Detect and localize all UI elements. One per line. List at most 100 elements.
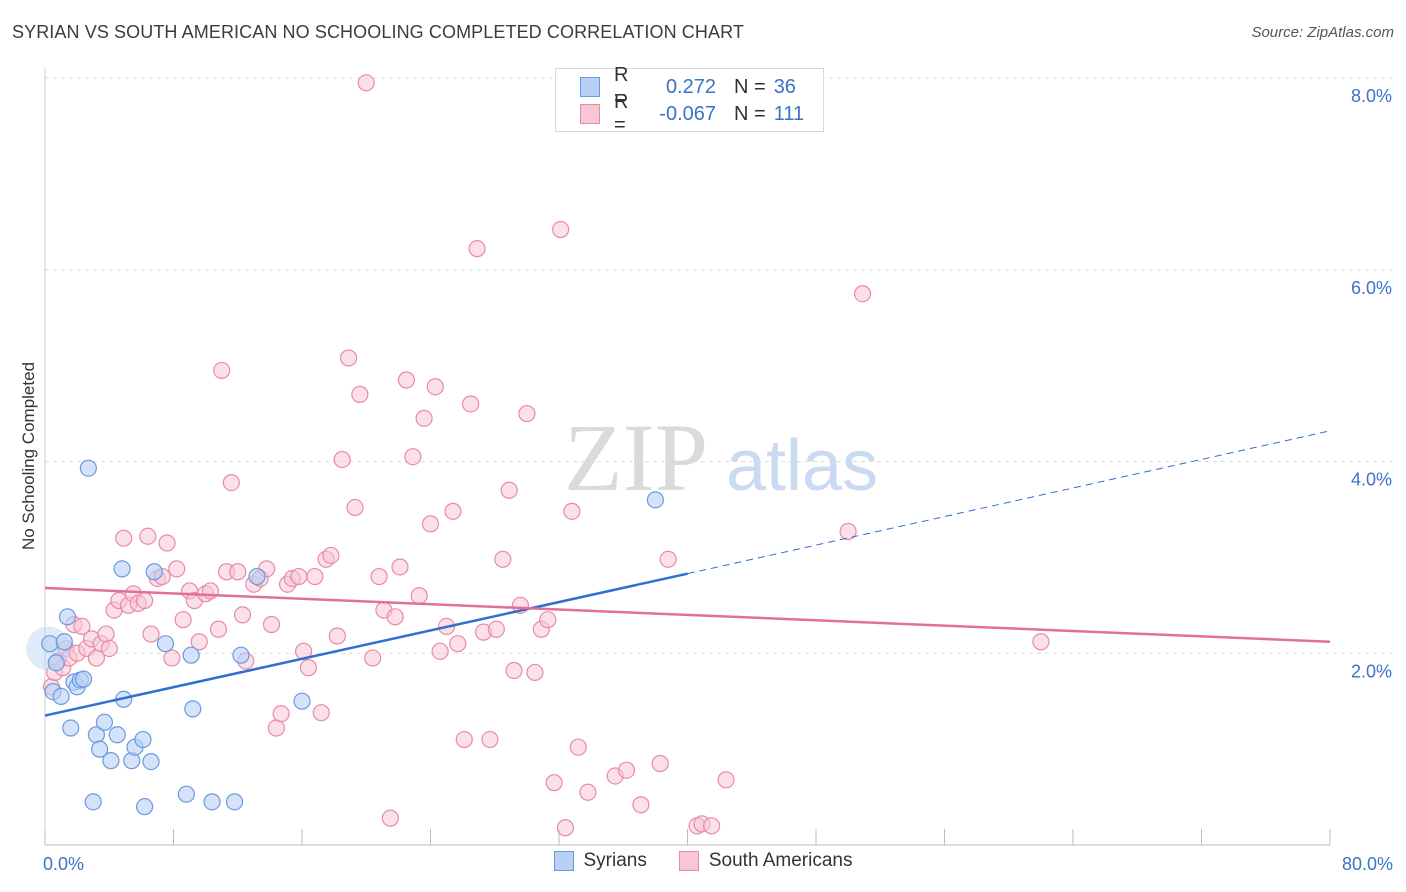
tick-labels: 2.0% 4.0% 6.0% 8.0% 0.0% 80.0% — [43, 86, 1393, 874]
syrian-point — [113, 560, 131, 578]
south-american-point — [556, 819, 575, 837]
south-americans-legend-swatch — [678, 851, 699, 871]
south-americans-trend-line — [44, 586, 1331, 643]
south-american-point — [659, 550, 677, 568]
syrian-point — [646, 491, 664, 509]
south-american-point — [163, 649, 181, 667]
south-american-point — [168, 560, 186, 578]
south-american-point — [421, 515, 440, 533]
syrians-legend-label: Syrians — [583, 850, 647, 871]
chart-title: SYRIAN VS SOUTH AMERICAN NO SCHOOLING CO… — [12, 22, 744, 42]
n-value: 36 — [773, 75, 796, 98]
syrian-point — [182, 646, 200, 664]
south-american-point — [518, 404, 536, 423]
south-american-point — [505, 661, 523, 680]
south-american-point — [346, 498, 364, 517]
syrian-point — [55, 633, 73, 651]
south-american-point — [229, 563, 247, 581]
south-american-point — [449, 635, 467, 653]
south-american-point — [142, 625, 160, 643]
south-american-point — [100, 639, 118, 658]
south-american-point — [426, 378, 444, 396]
south-american-point — [500, 481, 518, 499]
syrians-legend-swatch — [553, 851, 574, 871]
syrian-point — [58, 608, 77, 626]
syrian-point — [41, 635, 59, 653]
south-american-point — [290, 567, 308, 586]
south-american-point — [357, 74, 375, 92]
south-american-point — [391, 558, 409, 576]
legend-item-syrians[interactable]: Syrians — [553, 850, 647, 872]
syrian-point — [52, 687, 70, 705]
south-american-point — [404, 448, 422, 466]
syrian-point — [74, 670, 93, 688]
south-american-point — [73, 617, 91, 636]
south-american-point — [487, 620, 505, 638]
south-american-point — [306, 567, 324, 586]
south-american-point — [526, 663, 544, 682]
syrian-point — [135, 798, 154, 816]
south-american-point — [617, 761, 636, 779]
syrian-point — [248, 567, 266, 586]
south-american-point — [539, 611, 557, 629]
south-american-point — [481, 730, 499, 749]
south-american-point — [494, 550, 512, 568]
source-label: Source: ZipAtlas.com — [1251, 24, 1394, 41]
south-americans-legend-label: South Americans — [708, 850, 853, 871]
south-american-point — [174, 611, 192, 629]
south-american-point — [651, 754, 669, 773]
south-american-point — [552, 220, 570, 239]
legend-row-south-americans: R = -0.067 N = 111 — [580, 91, 822, 136]
south-american-point — [468, 240, 486, 258]
syrian-point — [95, 713, 114, 731]
y-tick-label: 8.0% — [1351, 86, 1392, 106]
r-label: R = — [614, 64, 629, 109]
south-american-point — [1032, 633, 1050, 651]
syrians-swatch — [580, 77, 600, 97]
south-american-point — [839, 522, 857, 541]
watermark-zip: ZIP — [564, 404, 708, 511]
syrian-point — [62, 719, 80, 737]
n-value: 111 — [773, 102, 805, 125]
south-american-point — [364, 649, 382, 667]
south-american-point — [233, 606, 252, 624]
y-tick-label: 2.0% — [1351, 661, 1392, 681]
syrian-point — [156, 635, 175, 653]
syrian-point — [102, 752, 120, 770]
y-tick-label: 4.0% — [1351, 470, 1392, 490]
syrians-trend-extension — [687, 430, 1331, 575]
south-american-point — [462, 395, 480, 413]
syrian-point — [79, 459, 97, 477]
watermark: ZIP atlas — [564, 404, 878, 511]
south-american-point — [717, 771, 735, 789]
r-value: -0.067 — [659, 102, 716, 125]
south-american-point — [632, 796, 650, 814]
syrian-point — [142, 752, 160, 771]
legend-item-south-americans[interactable]: South Americans — [678, 850, 853, 872]
south-american-point — [431, 642, 449, 660]
n-label: N = — [734, 75, 766, 98]
south-american-point — [370, 567, 388, 586]
syrian-point — [177, 785, 195, 803]
south-american-point — [339, 349, 358, 367]
trend-lines — [44, 430, 1331, 717]
watermark-atlas: atlas — [726, 426, 878, 506]
south-american-point — [351, 385, 369, 403]
syrian-point — [108, 726, 126, 744]
south-american-point — [569, 738, 587, 756]
gridlines — [45, 77, 1392, 654]
syrian-point — [203, 793, 221, 811]
south-american-point — [158, 534, 176, 552]
y-axis-label: No Schooling Completed — [19, 362, 38, 550]
south-american-point — [328, 627, 346, 645]
syrian-point — [145, 563, 163, 581]
south-american-point — [209, 620, 228, 638]
south-american-point — [853, 285, 872, 303]
south-american-point — [312, 704, 330, 722]
syrian-point — [184, 700, 202, 718]
syrian-point — [84, 793, 102, 811]
south-american-point — [190, 633, 208, 651]
syrians-points — [26, 459, 664, 816]
south-american-point — [415, 409, 433, 427]
